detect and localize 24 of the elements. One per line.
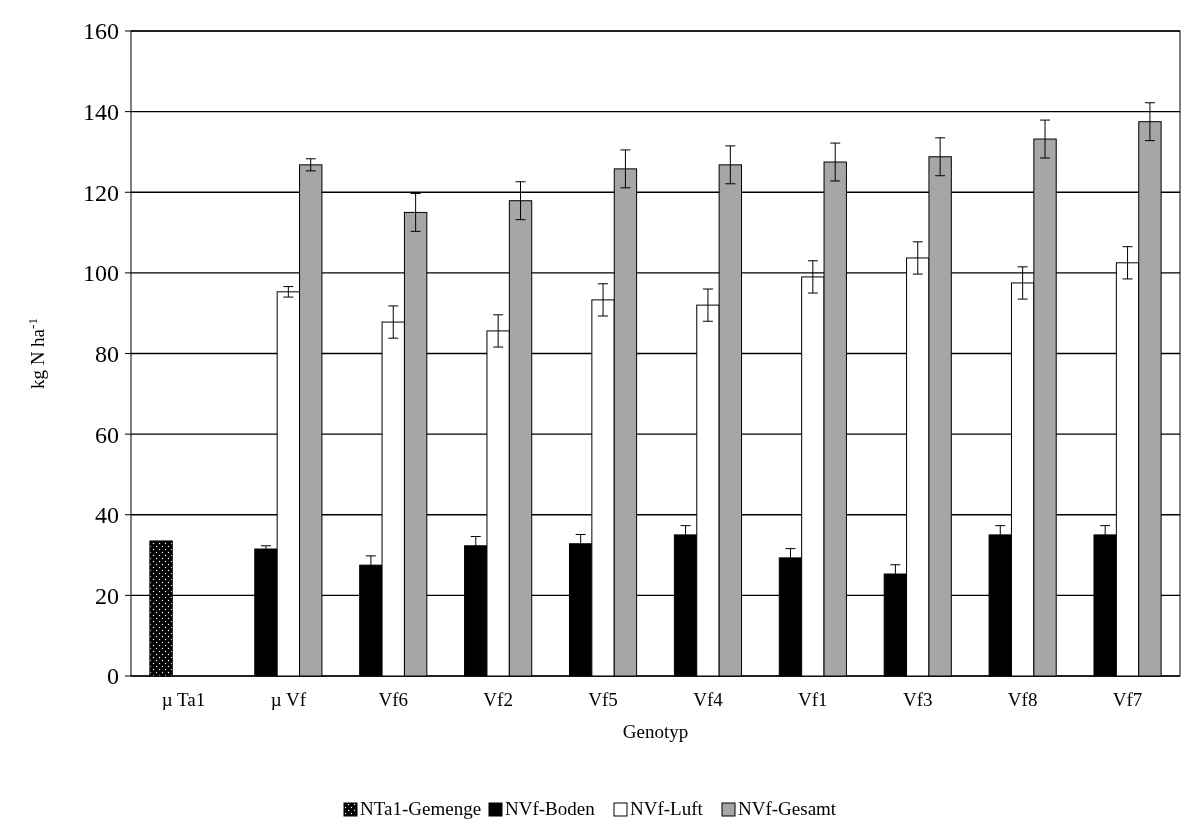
y-tick-label: 120: [83, 179, 119, 206]
x-tick-label: Vf8: [1007, 689, 1038, 710]
y-tick-label: 40: [95, 502, 119, 529]
y-tick-label: 80: [95, 340, 119, 367]
x-tick-label: Vf5: [588, 689, 618, 710]
x-tick-label: µ Vf: [270, 689, 307, 710]
x-axis-title: Genotyp: [622, 721, 689, 742]
x-tick-label: Vf4: [693, 689, 724, 710]
y-tick-label: 0: [107, 663, 119, 690]
y-tick-label: 60: [95, 421, 119, 448]
y-tick-label: 160: [83, 18, 119, 45]
x-tick-label: µ Ta1: [161, 689, 206, 710]
legend-label: NTa1-Gemenge: [360, 798, 482, 819]
y-tick-label: 20: [95, 582, 119, 609]
x-tick-label: Vf7: [1112, 689, 1143, 710]
legend-label: NVf-Luft: [630, 798, 704, 819]
y-tick-label: 100: [83, 260, 119, 287]
x-tick-label: Vf6: [378, 689, 409, 710]
legend-label: NVf-Boden: [505, 798, 596, 819]
x-tick-label: Vf3: [902, 689, 933, 710]
y-tick-label: 140: [83, 99, 119, 126]
x-tick-label: Vf1: [798, 689, 828, 710]
legend-label: NVf-Gesamt: [738, 798, 837, 819]
x-tick-label: Vf2: [483, 689, 513, 710]
